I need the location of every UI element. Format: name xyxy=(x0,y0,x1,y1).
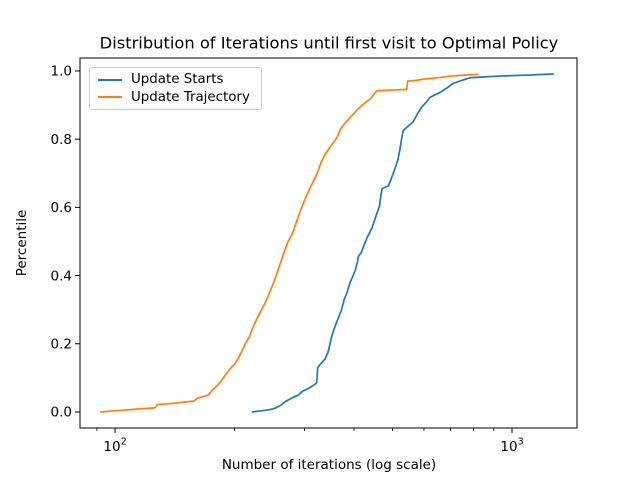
y-tick-label-0.6: 0.6 xyxy=(51,200,72,216)
x-axis-label: Number of iterations (log scale) xyxy=(221,457,437,473)
y-tick-label-0.0: 0.0 xyxy=(51,405,72,421)
legend-line-update-trajectory xyxy=(98,96,122,99)
x-tick-label-100: 102 xyxy=(103,437,126,456)
y-tick-label-0.4: 0.4 xyxy=(51,268,72,284)
legend-line-update-starts xyxy=(98,78,122,81)
x-tick-label-1000: 103 xyxy=(500,437,523,456)
y-axis-label: Percentile xyxy=(14,209,30,277)
y-tick-label-0.8: 0.8 xyxy=(51,132,72,148)
legend: Update Starts Update Trajectory xyxy=(89,67,262,110)
y-tick-label-1.0: 1.0 xyxy=(51,64,72,80)
legend-label-update-trajectory: Update Trajectory xyxy=(131,89,250,105)
axes-frame xyxy=(79,57,578,429)
y-tick-label-0.2: 0.2 xyxy=(51,336,72,352)
legend-label-update-starts: Update Starts xyxy=(131,72,224,88)
chart-title: Distribution of Iterations until first v… xyxy=(99,33,559,53)
series-line-update-trajectory xyxy=(99,73,479,413)
legend-entry-update-starts: Update Starts xyxy=(98,73,253,86)
series-line-update-starts xyxy=(251,73,555,413)
legend-entry-update-trajectory: Update Trajectory xyxy=(98,89,253,105)
